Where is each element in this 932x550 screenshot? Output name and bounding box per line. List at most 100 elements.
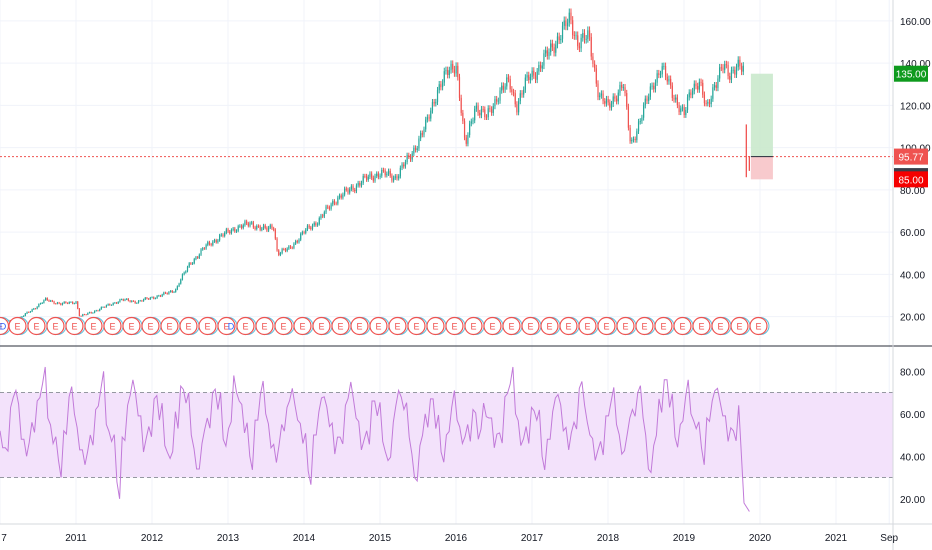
price-candle	[676, 97, 678, 106]
price-candle	[273, 228, 275, 230]
price-candle	[340, 195, 342, 198]
oscillator-scale[interactable]: 20.00 40.00 60.00 80.00	[900, 367, 925, 506]
price-candle	[254, 227, 256, 229]
earnings-event-marker	[464, 316, 483, 336]
price-candle	[550, 43, 552, 53]
earnings-event-label: E	[565, 322, 571, 332]
price-candle	[673, 97, 675, 100]
price-candle	[511, 89, 513, 93]
price-candle	[539, 65, 542, 69]
price-candle	[582, 33, 584, 38]
price-candle	[528, 75, 530, 81]
price-candle	[232, 228, 234, 230]
price-candle	[585, 38, 587, 40]
price-candle	[310, 227, 312, 229]
price-candle	[609, 102, 611, 108]
price-candle	[23, 315, 25, 317]
price-candle	[607, 99, 609, 103]
price-candle	[587, 30, 589, 39]
price-candle	[712, 87, 714, 99]
price-candle	[518, 101, 520, 113]
price-candle	[725, 64, 727, 66]
price-tick-label: 140.00	[900, 59, 931, 70]
earnings-event-label: E	[736, 322, 742, 332]
price-candle	[271, 225, 273, 229]
price-candle	[220, 234, 222, 236]
earnings-event-marker	[84, 316, 103, 336]
time-scale[interactable]: 7 2011 2012 2013 2014 2015 2016 2017 2018 2019 202…	[1, 533, 898, 544]
time-tick-label: 2014	[293, 533, 316, 544]
time-tick-label: 2015	[369, 533, 392, 544]
price-candle	[636, 131, 638, 141]
price-candle	[53, 301, 55, 304]
price-candle	[707, 102, 709, 104]
earnings-event-marker	[46, 316, 65, 336]
price-candle	[39, 303, 42, 305]
price-candle	[479, 112, 481, 116]
long-position-tool[interactable]	[750, 73, 773, 180]
price-candle	[469, 123, 471, 135]
price-label-tag	[894, 171, 928, 188]
price-candle	[632, 139, 635, 140]
price-candle	[489, 108, 491, 110]
earnings-event-label: E	[147, 322, 153, 332]
price-candle	[224, 232, 226, 237]
price-candle	[457, 65, 459, 78]
price-candle	[102, 307, 104, 308]
price-candle	[117, 301, 119, 304]
price-candle	[377, 173, 379, 178]
price-candle	[497, 100, 499, 102]
price-candle	[183, 272, 185, 275]
price-tick-label: 160.00	[900, 17, 931, 28]
price-candle	[717, 78, 719, 88]
price-candle	[99, 309, 101, 311]
price-candle	[295, 241, 297, 244]
price-candle	[560, 38, 562, 41]
price-candle	[359, 182, 361, 186]
oscillator-tick-label: 80.00	[900, 367, 925, 378]
price-candle	[391, 175, 393, 181]
price-candle	[680, 108, 682, 113]
price-candle	[418, 138, 420, 149]
price-candle	[686, 97, 689, 110]
earnings-event-marker	[27, 316, 46, 336]
price-candle	[136, 302, 138, 304]
price-candle	[382, 169, 385, 171]
price-candle	[421, 133, 423, 135]
earnings-event-marker	[616, 316, 635, 336]
price-candle	[210, 244, 212, 246]
price-candle	[450, 63, 452, 71]
price-candle	[129, 300, 131, 302]
price-candle	[337, 197, 339, 204]
price-candle	[580, 37, 582, 49]
oscillator-panel[interactable]	[0, 366, 893, 512]
earnings-event-marker	[711, 316, 730, 336]
price-candle	[159, 295, 162, 297]
price-candle	[556, 36, 559, 45]
price-candle	[599, 95, 601, 98]
price-candle	[639, 121, 641, 122]
price-candle	[626, 93, 628, 107]
price-candle	[661, 66, 663, 75]
price-candle	[104, 307, 106, 308]
price-label-text: 85.00	[898, 175, 923, 186]
earnings-event-marker	[483, 316, 502, 336]
earnings-event-label: E	[14, 322, 20, 332]
price-candle	[28, 312, 30, 313]
price-candle	[622, 87, 624, 89]
price-candle	[303, 232, 305, 233]
time-tick-label: 2018	[597, 533, 620, 544]
price-candle	[462, 112, 464, 122]
earnings-event-label: E	[603, 322, 609, 332]
price-candle	[482, 108, 484, 110]
price-candle	[430, 110, 432, 119]
price-candle	[536, 71, 538, 80]
price-candle	[436, 90, 439, 102]
price-candle	[666, 76, 668, 82]
price-candle	[541, 65, 543, 69]
price-candle	[543, 53, 545, 66]
price-tick-label: 120.00	[900, 101, 931, 112]
price-panel[interactable]	[0, 8, 893, 324]
